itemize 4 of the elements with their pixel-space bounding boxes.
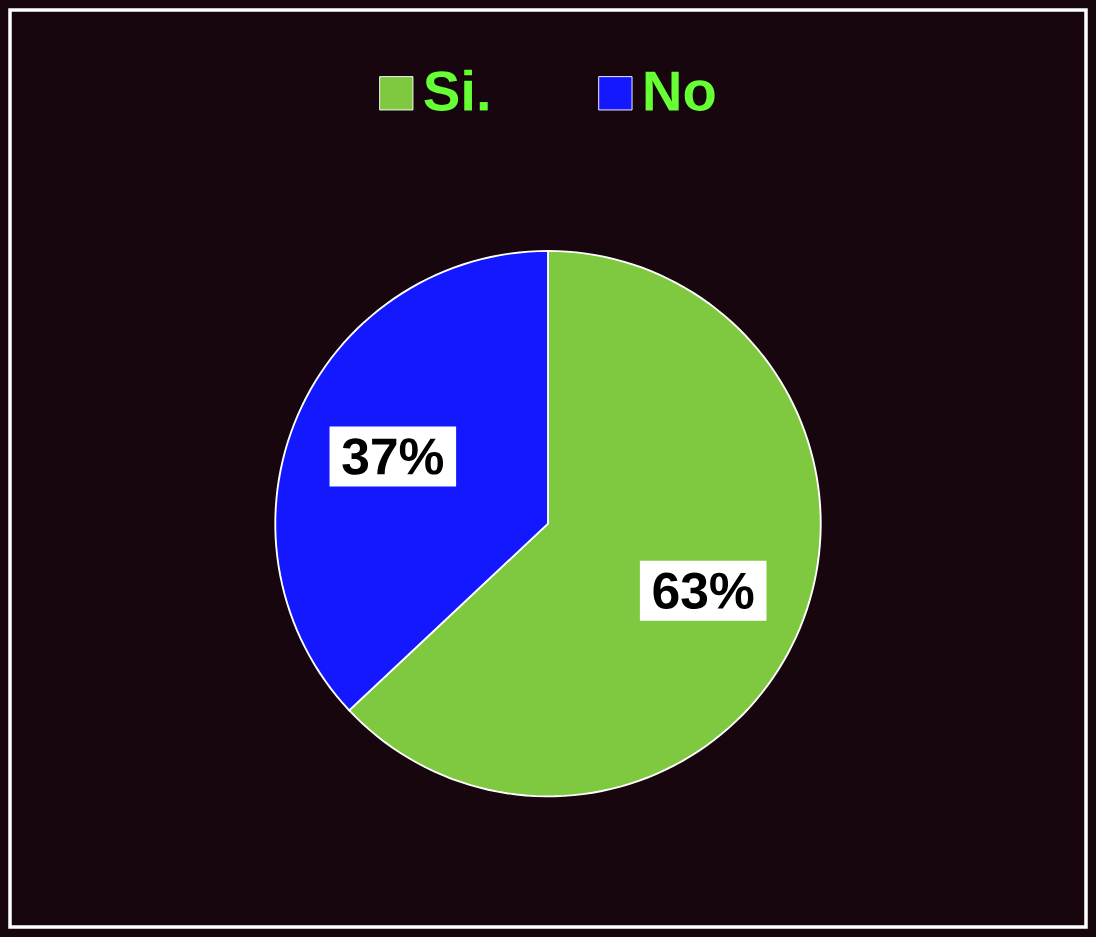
data-label: 37% xyxy=(342,438,444,475)
legend-label: No xyxy=(645,71,715,111)
legend-label: Si. xyxy=(424,69,488,111)
data-label: 63% xyxy=(653,572,754,610)
